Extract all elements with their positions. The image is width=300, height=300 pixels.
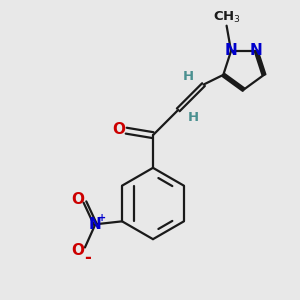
- Text: CH$_3$: CH$_3$: [213, 10, 241, 25]
- Text: O: O: [71, 191, 84, 206]
- Text: N: N: [225, 44, 237, 59]
- Text: O: O: [112, 122, 125, 137]
- Text: O: O: [71, 243, 84, 258]
- Text: H: H: [182, 70, 194, 83]
- Text: +: +: [98, 213, 106, 223]
- Text: N: N: [89, 217, 102, 232]
- Text: N: N: [250, 44, 262, 59]
- Text: H: H: [188, 111, 199, 124]
- Text: -: -: [84, 249, 91, 267]
